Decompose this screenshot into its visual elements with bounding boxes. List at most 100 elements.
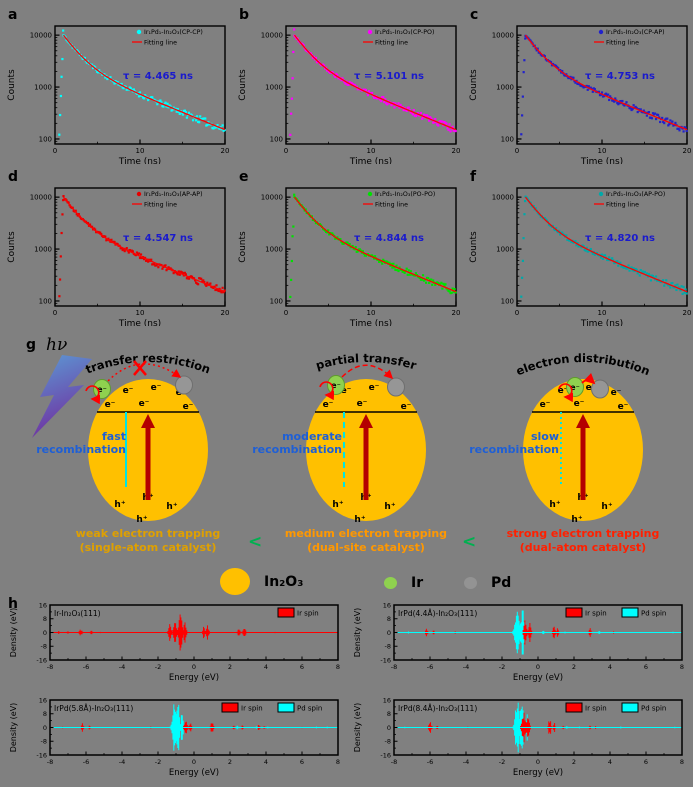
svg-text:-8: -8 [391,663,397,671]
x-axis-label: Energy (eV) [513,768,563,778]
fit-legend-label: Fitting line [144,40,177,47]
svg-text:0: 0 [53,309,57,317]
sample-legend-label: Ir₁Pd₁-In₂O₃(AP-AP) [144,191,203,198]
panel-label-a: a [8,7,18,23]
svg-text:0: 0 [515,309,519,317]
svg-text:10000: 10000 [492,32,514,40]
pd-circle-icon [464,577,477,589]
fitting-line [524,196,688,293]
trap-line: (dual-atom catalyst) [519,540,647,554]
svg-text:10000: 10000 [261,32,283,40]
svg-text:0: 0 [515,147,519,155]
svg-text:-8: -8 [41,738,47,746]
trapping-loop-arrow [319,381,335,401]
fit-legend-label: Fitting line [606,40,639,47]
decay-panel-d: d 100 1000 10000 0 10 20 Time (ns) Counts Ir₁Pd₁-… [0,168,231,329]
svg-text:100: 100 [501,135,514,143]
svg-text:10: 10 [136,309,145,317]
fitting-line [62,34,226,131]
sample-legend-label: Ir₁Pd₁-In₂O₃(CP-CP) [144,29,203,36]
legend-label: Pd spin [641,705,666,713]
fit-legend-label: Fitting line [375,40,408,47]
svg-text:4: 4 [608,663,612,671]
svg-text:1000: 1000 [496,246,514,254]
svg-text:2: 2 [228,663,232,671]
svg-text:20: 20 [221,147,230,155]
svg-text:10000: 10000 [30,32,52,40]
fit-legend-label: Fitting line [606,202,639,209]
trapping-label-weak: weak electron trapping (single-atom cata… [48,527,248,554]
decay-chart-f: 100 1000 10000 0 10 20 Time (ns) Counts Ir₁Pd₁-I… [469,187,691,329]
ir-atom [327,375,345,395]
legend-label: Ir spin [241,705,263,713]
svg-text:0: 0 [192,663,196,671]
svg-text:1000: 1000 [265,246,283,254]
legend-label: Ir spin [585,705,607,713]
svg-text:0: 0 [387,724,391,732]
svg-text:0: 0 [53,147,57,155]
svg-text:16: 16 [383,601,391,609]
decay-chart-b: 100 1000 10000 0 10 20 Time (ns) Counts Ir₁Pd₁-I… [238,25,461,167]
trapping-loop-arrow [85,385,101,405]
trap-line: (single-atom catalyst) [79,540,217,554]
svg-text:-2: -2 [155,663,161,671]
fit-legend-label: Fitting line [144,202,177,209]
sample-legend-label: Ir₁Pd₁-In₂O₃(AP-PO) [606,191,665,198]
svg-text:8: 8 [387,615,391,623]
svg-text:0: 0 [43,724,47,732]
electron-label: e⁻ [369,383,380,393]
tau-annotation: τ = 4.844 ns [354,233,424,244]
y-axis-label: Counts [7,231,17,263]
dos-title: IrPd(4.4Å)-In₂O₃(111) [398,609,477,618]
legend-swatch [277,607,295,618]
legend-label: Ir spin [297,610,319,618]
recomb-word: moderate [282,430,342,443]
dos-panel-4: -16 -8 0 8 16 -8 -6 -4 -2 0 2 4 6 8 Energy (eV) Density… [348,695,688,787]
transfer-arrow [581,372,596,385]
y-axis-label: Counts [469,69,479,101]
panel-label-h: h [8,596,18,612]
electron-label: e⁻ [123,386,134,396]
dos-title: Ir-In₂O₃(111) [54,609,101,618]
svg-text:10: 10 [598,309,607,317]
fitting-line [293,34,457,131]
recomb-word: recombination [252,443,342,456]
fitting-line [62,196,226,293]
svg-text:20: 20 [452,309,461,317]
svg-text:-4: -4 [119,758,125,766]
x-axis-label: Energy (eV) [169,673,219,683]
x-axis-label: Time (ns) [580,157,623,164]
svg-text:100: 100 [39,135,52,143]
legend-label: In₂O₃ [264,573,304,590]
arc-title: partial transfer [314,351,418,373]
legend-label: Pd [491,575,512,591]
legend-swatch [621,607,639,618]
svg-text:20: 20 [452,147,461,155]
svg-text:20: 20 [683,147,692,155]
decay-chart-e: 100 1000 10000 0 10 20 Time (ns) Counts Ir₁Pd₁-I… [238,187,461,329]
svg-text:16: 16 [39,601,47,609]
tau-annotation: τ = 4.465 ns [123,71,193,82]
svg-text:6: 6 [644,758,648,766]
lightning-bolt-icon [32,355,92,438]
hole-label: h⁺ [354,515,365,525]
panel-label-e: e [239,169,249,185]
legend-swatch [565,607,583,618]
pd-atom [387,377,405,397]
x-axis-label: Energy (eV) [513,673,563,683]
svg-text:2: 2 [572,663,576,671]
svg-text:16: 16 [39,696,47,704]
panel-label-f: f [470,169,477,185]
fitting-line [293,196,457,293]
svg-text:10000: 10000 [261,194,283,202]
svg-text:10: 10 [367,147,376,155]
svg-text:-2: -2 [499,758,505,766]
recombination-label-moderate: moderate recombination [212,430,342,456]
hole-label: h⁺ [571,515,582,525]
legend-item-in2o3: In₂O₃ [220,568,303,595]
y-axis-label: Density (eV) [353,608,362,658]
svg-text:e⁻: e⁻ [331,381,341,390]
electron-label: e⁻ [139,399,150,409]
